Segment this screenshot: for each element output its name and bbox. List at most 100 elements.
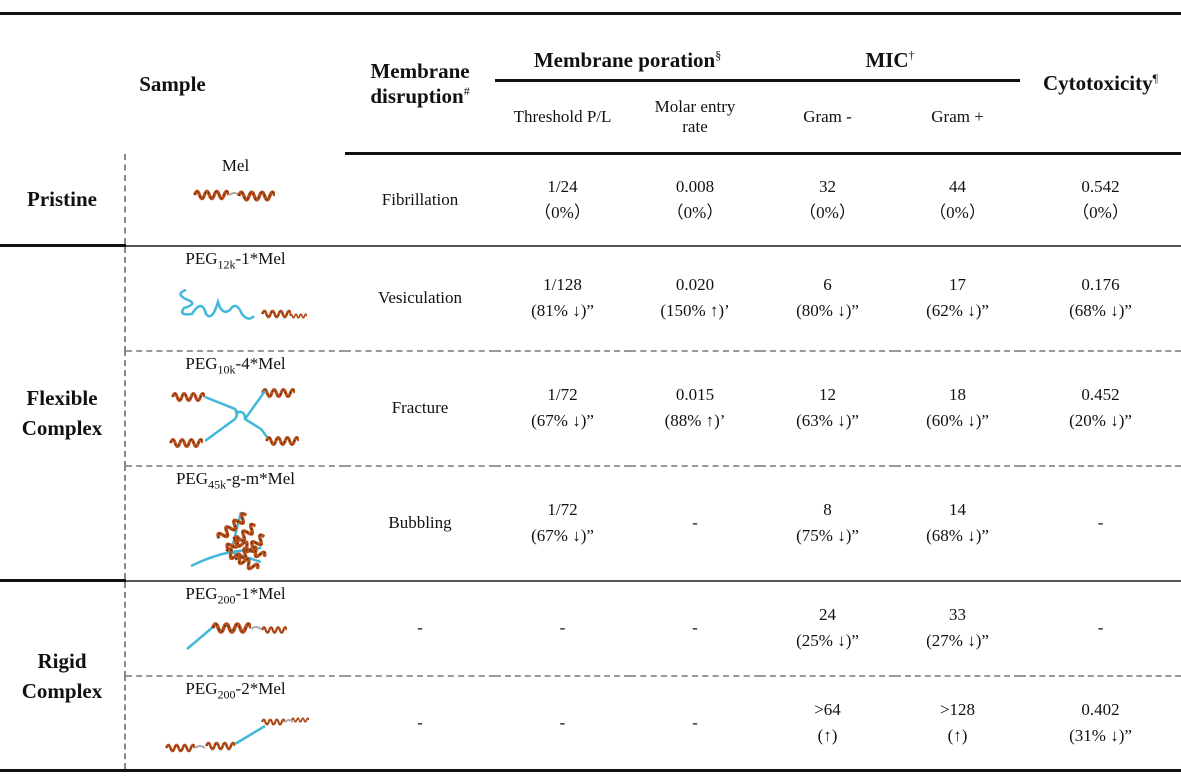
cell-line: 33 [895, 602, 1020, 628]
disruption-cell: Fracture [345, 351, 495, 466]
cell-line: 0.015 [630, 382, 760, 408]
gram-neg-cell: 8(75% ↓)” [760, 466, 895, 581]
cell-line: (60% ↓)” [895, 408, 1020, 434]
disruption-cell: Fibrillation [345, 154, 495, 246]
sample-name: PEG45k-g-m*Mel [126, 469, 345, 494]
cell-line: (20% ↓)” [1020, 408, 1181, 434]
cell-line: 24 [760, 602, 895, 628]
cell-line: - [1020, 510, 1181, 536]
sample-prefix: PEG [185, 679, 217, 698]
cell-line: 12 [760, 382, 895, 408]
cell-line: 1/128 [495, 272, 630, 298]
cell-line: >64 [760, 697, 895, 723]
cell-line: (81% ↓)” [495, 298, 630, 324]
cell-line: （0%） [760, 200, 895, 226]
sample-cell: PEG200-2*Mel [125, 676, 345, 771]
sample-prefix: Mel [222, 156, 249, 175]
threshold-cell: - [495, 676, 630, 771]
sample-name: PEG200-1*Mel [126, 584, 345, 609]
header-mic: MIC† [760, 14, 1020, 81]
cell-line: (62% ↓)” [895, 298, 1020, 324]
sample-subscript: 12k [218, 257, 236, 271]
molar-entry-rate-cell: - [630, 581, 760, 676]
gram-neg-cell: 24(25% ↓)” [760, 581, 895, 676]
sample-subscript: 200 [218, 687, 236, 701]
header-gram-neg: Gram - [760, 81, 895, 154]
molecule [191, 180, 281, 210]
gram-neg-cell: 12(63% ↓)” [760, 351, 895, 466]
cell-line: (67% ↓)” [495, 523, 630, 549]
cell-line: 1/72 [495, 382, 630, 408]
group-label-line: Rigid [0, 646, 124, 676]
sample-subscript: 45k [208, 477, 226, 491]
cell-line: >128 [895, 697, 1020, 723]
sample-suffix: -g-m*Mel [226, 469, 295, 488]
cell-line: 44 [895, 174, 1020, 200]
sample-cell: PEG45k-g-m*Mel [125, 466, 345, 581]
threshold-cell: 1/72(67% ↓)” [495, 351, 630, 466]
sample-prefix: PEG [176, 469, 208, 488]
cell-line: （0%） [630, 200, 760, 226]
cell-line: (63% ↓)” [760, 408, 895, 434]
cell-line: 0.402 [1020, 697, 1181, 723]
cell-line: (150% ↑)’ [630, 298, 760, 324]
group-label: Pristine [0, 154, 125, 246]
table-row: PEG200-2*Mel--->64(↑)>128(↑)0.402(31% ↓)… [0, 676, 1181, 771]
molar-entry-rate-cell: 0.020(150% ↑)’ [630, 246, 760, 351]
cell-line: 1/24 [495, 174, 630, 200]
molecule [161, 498, 311, 578]
header-cytotoxicity: Cytotoxicity¶ [1020, 14, 1181, 154]
sample-cell: PEG10k-4*Mel [125, 351, 345, 466]
gram-pos-cell: 17(62% ↓)” [895, 246, 1020, 351]
sample-name: Mel [126, 156, 345, 176]
header-gram-pos: Gram + [895, 81, 1020, 154]
group-label-line: Flexible [0, 383, 124, 413]
molar-entry-rate-cell: 0.008（0%） [630, 154, 760, 246]
cytotoxicity-cell: - [1020, 581, 1181, 676]
gram-pos-cell: 33(27% ↓)” [895, 581, 1020, 676]
cell-line: (↑) [760, 723, 895, 749]
cell-line: （0%） [495, 200, 630, 226]
cell-line: 6 [760, 272, 895, 298]
cell-line: （0%） [895, 200, 1020, 226]
threshold-cell: 1/72(67% ↓)” [495, 466, 630, 581]
gram-neg-cell: 32（0%） [760, 154, 895, 246]
molar-entry-rate-cell: 0.015(88% ↑)’ [630, 351, 760, 466]
cell-line: - [630, 615, 760, 641]
sample-cell: PEG12k-1*Mel [125, 246, 345, 351]
sample-suffix: -1*Mel [236, 584, 286, 603]
cell-line: (80% ↓)” [760, 298, 895, 324]
threshold-cell: 1/24（0%） [495, 154, 630, 246]
cytotoxicity-cell: 0.176(68% ↓)” [1020, 246, 1181, 351]
sample-cell: Mel [125, 154, 345, 246]
sample-subscript: 10k [218, 362, 236, 376]
group-label-line: Pristine [0, 184, 124, 214]
cell-line: 18 [895, 382, 1020, 408]
disruption-cell: Vesiculation [345, 246, 495, 351]
cytotoxicity-cell: 0.542（0%） [1020, 154, 1181, 246]
group-label-line: Complex [0, 676, 124, 706]
cell-line: (25% ↓)” [760, 628, 895, 654]
header-sample: Sample [0, 14, 345, 154]
gram-neg-cell: >64(↑) [760, 676, 895, 771]
cell-line: 8 [760, 497, 895, 523]
sample-prefix: PEG [185, 249, 217, 268]
molecule [161, 708, 311, 758]
disruption-cell: Bubbling [345, 466, 495, 581]
cell-line: 0.452 [1020, 382, 1181, 408]
group-label-line: Complex [0, 413, 124, 443]
cell-line: 0.008 [630, 174, 760, 200]
gram-neg-cell: 6(80% ↓)” [760, 246, 895, 351]
molecule [161, 278, 311, 328]
cell-line: - [630, 510, 760, 536]
disruption-cell: - [345, 581, 495, 676]
